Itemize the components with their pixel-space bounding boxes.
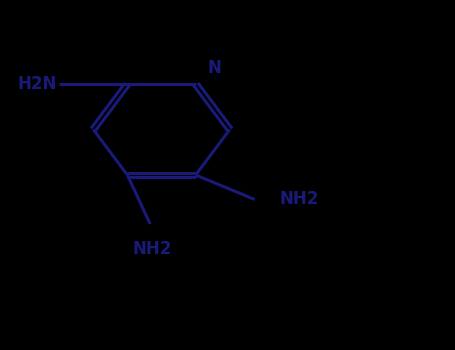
Text: NH2: NH2: [133, 240, 172, 258]
Text: H2N: H2N: [17, 75, 57, 93]
Text: N: N: [207, 59, 221, 77]
Text: NH2: NH2: [280, 190, 319, 209]
